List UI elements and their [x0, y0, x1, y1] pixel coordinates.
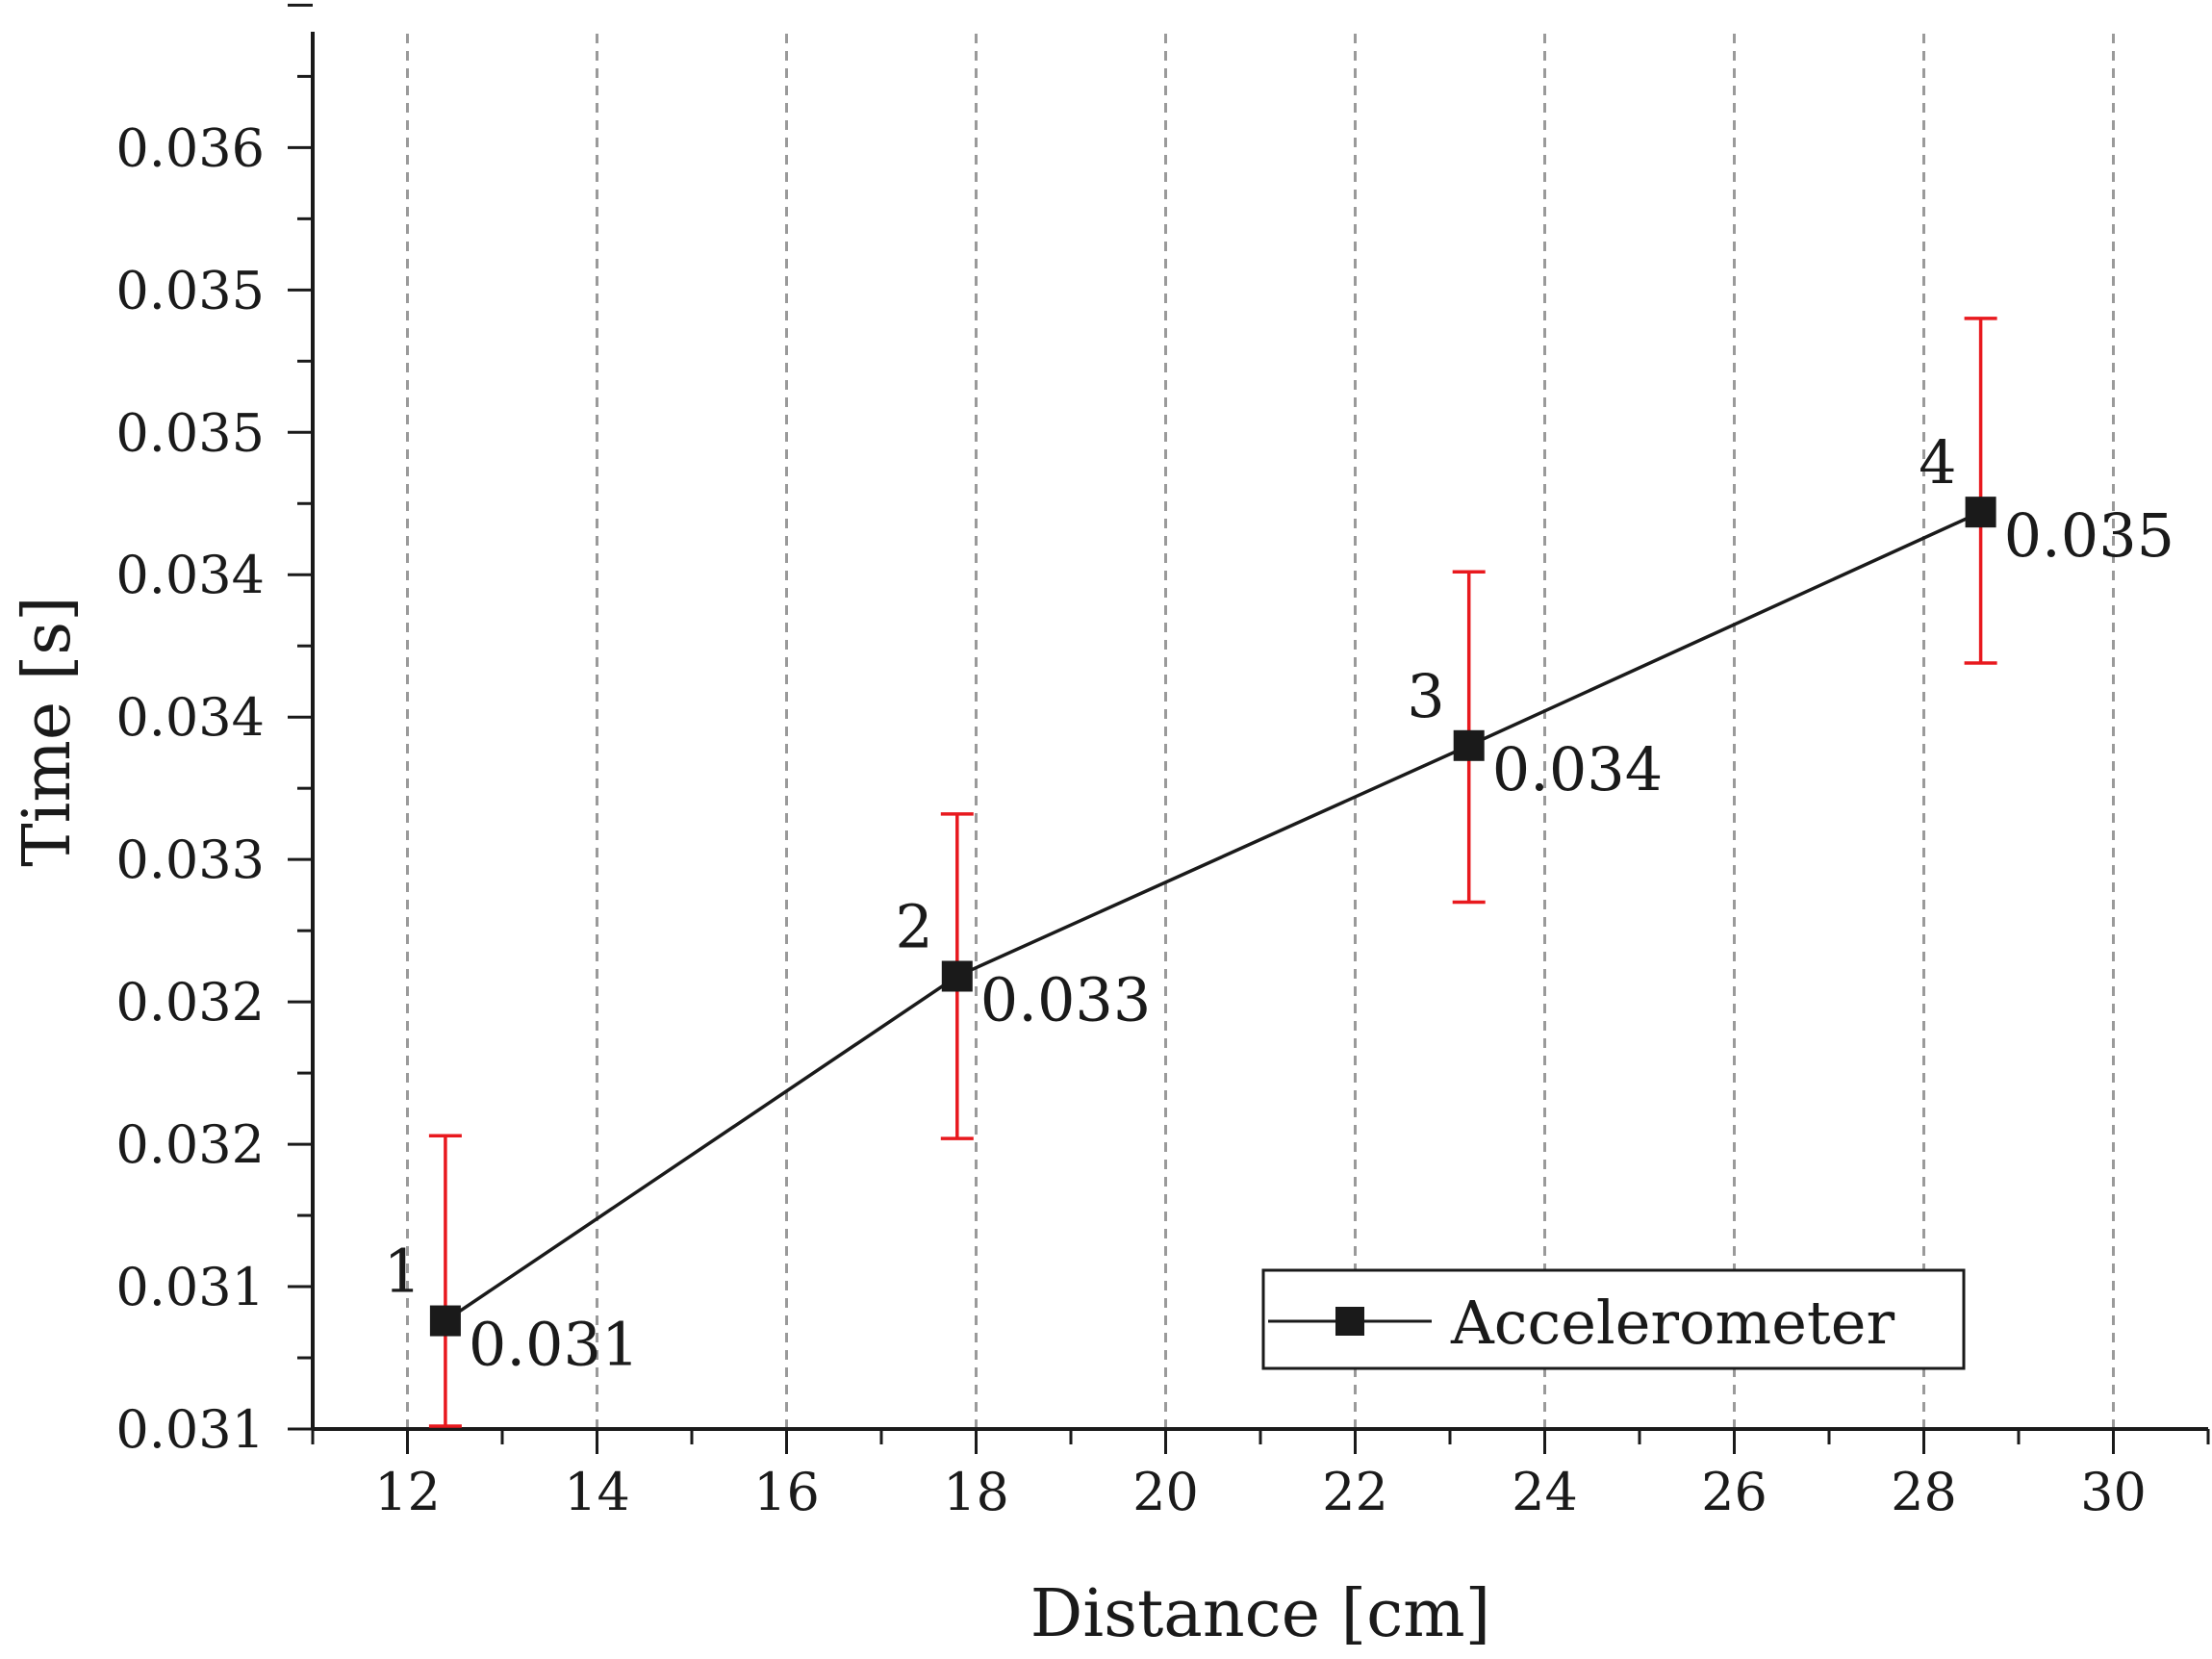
legend-entry-label: Accelerometer	[1450, 1288, 1894, 1358]
x-tick-label-9: 30	[2080, 1462, 2147, 1522]
point-index-label-4: 4	[1919, 427, 1956, 498]
series-line-layer	[444, 510, 1982, 1323]
legend: Accelerometer	[1261, 1268, 1966, 1370]
y-tick-label-8: 0.035	[115, 260, 265, 320]
y-axis-title: Time [s]	[10, 596, 86, 866]
error-bar-1	[428, 1134, 462, 1428]
y-tick-label-0: 0.031	[115, 1399, 265, 1460]
legend-marker-sample	[1335, 1307, 1364, 1336]
point-value-label-4: 0.035	[2004, 500, 2175, 571]
y-tick-label-5: 0.034	[115, 687, 265, 748]
x-tick-label-5: 22	[1322, 1462, 1388, 1522]
y-tick-label-1: 0.031	[115, 1257, 265, 1317]
error-bar-4	[1964, 317, 1997, 665]
x-tick-label-1: 14	[564, 1462, 630, 1522]
data-point-4	[1965, 497, 1996, 528]
y-tick-label-3: 0.032	[115, 972, 265, 1033]
ticks: 12 14 16 18 20 22 24 26 28 300.0310.0310.0320.032…	[115, 3, 2210, 1522]
series-markers	[429, 497, 1996, 1337]
data-point-1	[429, 1305, 461, 1337]
x-axis-title: Distance [cm]	[1030, 1576, 1490, 1652]
x-tick-label-7: 26	[1701, 1462, 1767, 1522]
point-index-label-1: 1	[383, 1237, 420, 1307]
x-tick-label-2: 16	[753, 1462, 820, 1522]
grid-lines	[406, 34, 2115, 1429]
series-line	[444, 510, 1982, 1323]
y-tick-label-9: 0.036	[115, 117, 265, 178]
x-tick-label-6: 24	[1512, 1462, 1578, 1522]
data-point-3	[1453, 729, 1485, 761]
y-tick-label-7: 0.035	[115, 402, 265, 463]
point-index-label-2: 2	[895, 891, 932, 961]
y-tick-label-6: 0.034	[115, 545, 265, 605]
x-tick-label-3: 18	[943, 1462, 1009, 1522]
x-tick-label-0: 12	[374, 1462, 441, 1522]
point-value-label-3: 0.034	[1492, 734, 1664, 804]
legend-box	[1261, 1268, 1966, 1370]
y-tick-label-4: 0.033	[115, 830, 265, 890]
point-value-label-2: 0.033	[980, 964, 1152, 1034]
point-value-label-1: 0.031	[469, 1310, 640, 1380]
x-tick-label-8: 28	[1891, 1462, 1957, 1522]
point-labels: 1 0.031 2 0.033 3 0.034 4 0.035	[383, 427, 2174, 1379]
x-tick-label-4: 20	[1132, 1462, 1199, 1522]
data-point-2	[941, 960, 973, 992]
y-tick-label-2: 0.032	[115, 1114, 265, 1175]
error-bars	[428, 317, 1997, 1428]
point-index-label-3: 3	[1407, 661, 1444, 731]
